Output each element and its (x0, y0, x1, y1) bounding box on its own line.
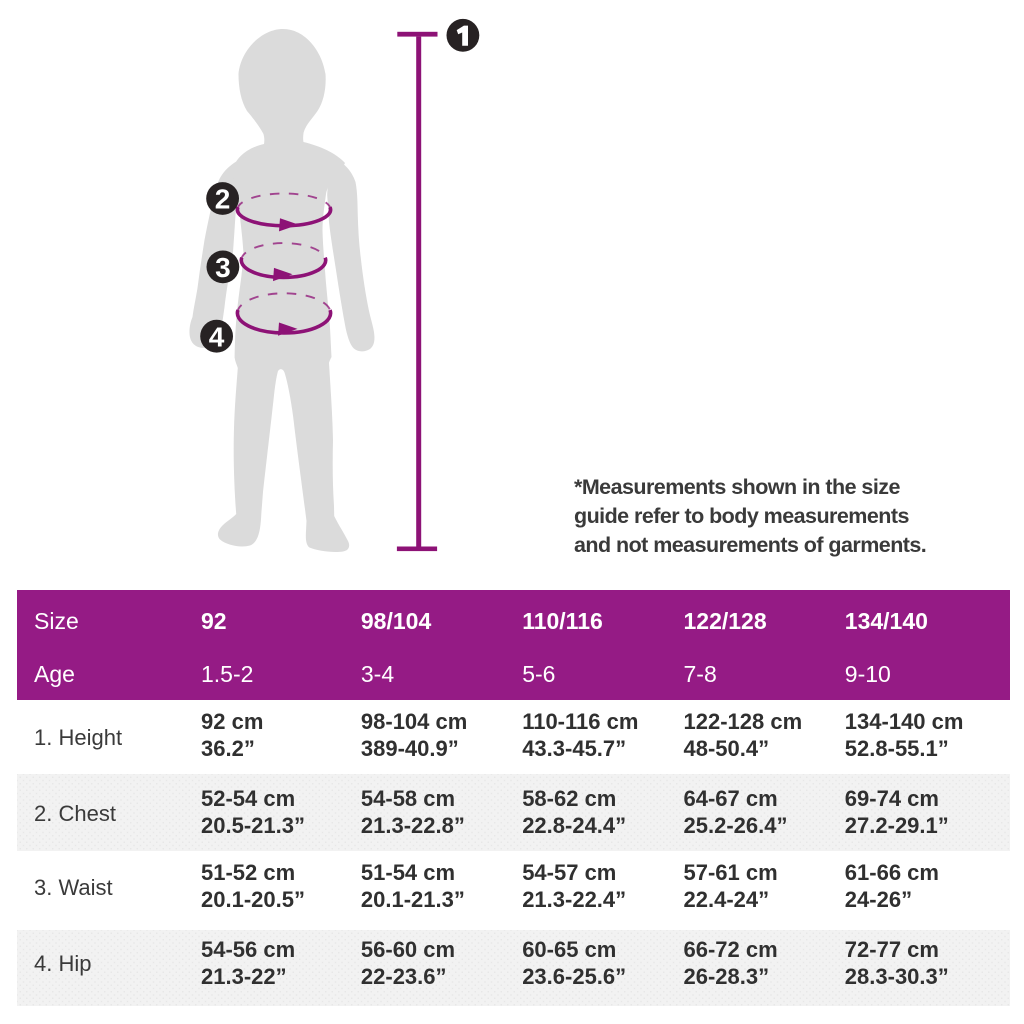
svg-text:4: 4 (209, 321, 225, 352)
svg-text:2: 2 (215, 184, 231, 215)
svg-text:3: 3 (215, 252, 231, 283)
